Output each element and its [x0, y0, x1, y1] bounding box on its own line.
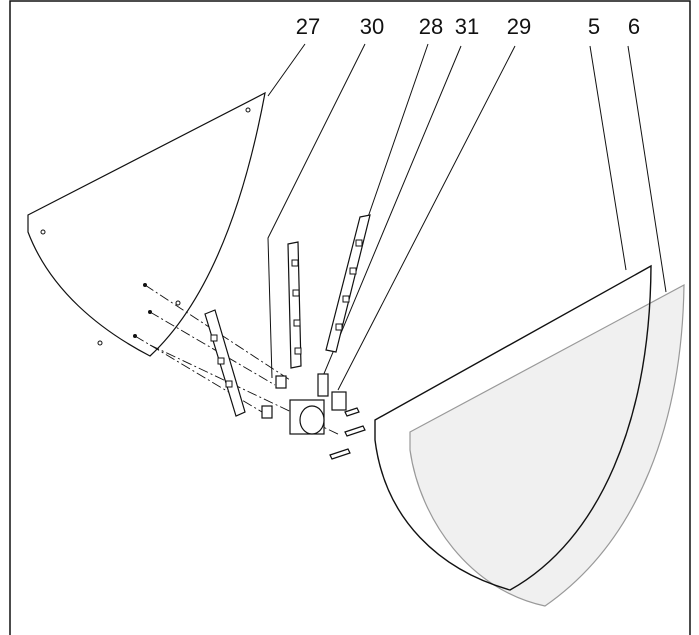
- callout: 31: [455, 14, 479, 39]
- led-strips: [204, 214, 371, 417]
- callout: 28: [419, 14, 443, 39]
- callout: 5: [588, 14, 600, 39]
- lens-5: [374, 264, 652, 591]
- rear-shield: [27, 91, 266, 357]
- callout-labels: 27 30 28 31 29 5 6: [296, 14, 640, 39]
- callout: 29: [507, 14, 531, 39]
- frame: [9, 0, 691, 635]
- callout: 30: [360, 14, 384, 39]
- callout: 27: [296, 14, 320, 39]
- lens-6: [409, 283, 685, 607]
- leader-lines: [267, 43, 667, 391]
- callout: 6: [628, 14, 640, 39]
- socket-assembly: [261, 373, 366, 460]
